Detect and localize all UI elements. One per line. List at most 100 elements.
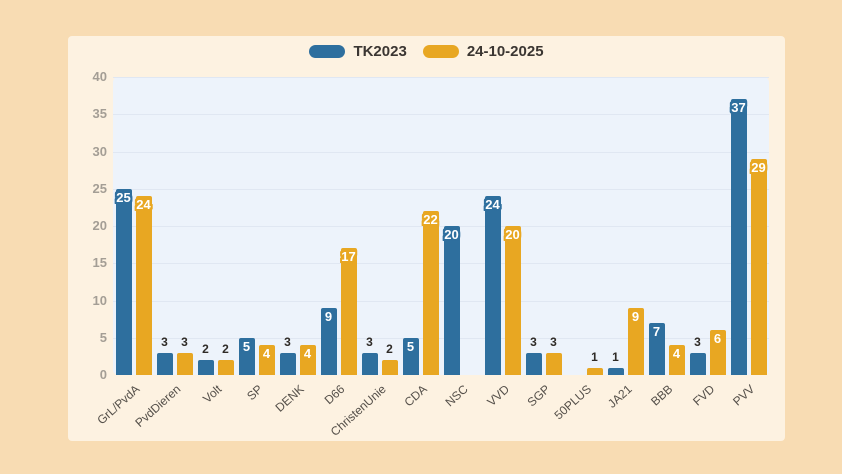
bar-value-label: 5	[406, 339, 415, 354]
legend-swatch-icon	[422, 44, 459, 58]
x-category-label: D66	[322, 382, 348, 408]
x-category-label: FVD	[689, 382, 717, 409]
bar-value-label: 4	[303, 346, 312, 361]
bar-24-10-2025-grl/pvda	[135, 196, 152, 375]
x-category-label: DENK	[272, 382, 307, 415]
bar-tk2023-grl/pvda	[115, 189, 132, 375]
bar-tk2023-pvddieren	[156, 353, 173, 375]
bar-tk2023-fvd	[689, 353, 706, 375]
bar-tk2023-ja21	[607, 368, 624, 375]
bar-tk2023-sp	[238, 338, 255, 375]
gridline	[113, 226, 769, 227]
bar-24-10-2025-pvv	[750, 159, 767, 375]
legend-label: TK2023	[353, 42, 407, 60]
x-category-label: SP	[244, 382, 266, 404]
y-tick-label: 35	[92, 106, 107, 122]
bar-24-10-2025-cda	[422, 211, 439, 375]
bar-24-10-2025-50plus	[586, 368, 603, 375]
bar-value-label: 9	[324, 309, 333, 324]
bar-value-label: 9	[631, 309, 640, 324]
gridline	[113, 263, 769, 265]
bar-24-10-2025-bbb	[668, 345, 685, 375]
bar-value-label: 1	[591, 350, 598, 364]
y-tick-label: 0	[99, 367, 107, 382]
bar-24-10-2025-christenunie	[381, 360, 398, 375]
gridline	[113, 188, 769, 190]
bar-value-label: 2	[222, 342, 229, 356]
x-category-label: VVD	[484, 382, 512, 409]
bar-value-label: 3	[694, 335, 701, 349]
bar-tk2023-nsc	[443, 226, 460, 375]
bar-value-label: 17	[341, 249, 356, 264]
bar-value-label: 20	[444, 227, 459, 242]
gridline	[113, 77, 769, 78]
bar-24-10-2025-fvd	[709, 330, 726, 375]
chart-card: TK2023 24-10-2025 25 24 GrL/PvdA 3 3 PvdDieren…	[68, 36, 785, 441]
bar-tk2023-christenunie	[361, 353, 378, 375]
x-category-label: Volt	[200, 382, 225, 406]
legend-swatch-icon	[309, 44, 346, 58]
chart-legend: TK2023 24-10-2025	[68, 39, 785, 63]
bar-value-label: 3	[161, 335, 168, 349]
y-tick-label: 40	[92, 69, 107, 84]
bar-tk2023-sgp	[525, 353, 542, 375]
x-category-label: SGP	[524, 382, 553, 410]
bar-tk2023-vvd	[484, 196, 501, 375]
bar-tk2023-d66	[320, 308, 337, 375]
bar-24-10-2025-denk	[299, 345, 316, 375]
y-tick-label: 5	[99, 329, 107, 345]
bar-value-label: 4	[672, 346, 681, 361]
plot-area: 25 24 GrL/PvdA 3 3 PvdDieren 2 2 Volt 5 4 SP 3 4 DENK 9…	[95, 77, 769, 439]
legend-item-24-10-2025[interactable]: 24-10-2025	[422, 42, 544, 60]
bar-24-10-2025-pvddieren	[176, 353, 193, 375]
bar-24-10-2025-sgp	[545, 353, 562, 375]
bar-24-10-2025-d66	[340, 248, 357, 375]
bar-tk2023-denk	[279, 353, 296, 375]
y-tick-label: 10	[92, 292, 107, 308]
bar-tk2023-cda	[402, 338, 419, 375]
bar-24-10-2025-vvd	[504, 226, 521, 375]
bar-value-label: 6	[713, 331, 722, 346]
bar-value-label: 3	[530, 335, 537, 349]
bar-value-label: 5	[242, 339, 251, 354]
legend-label: 24-10-2025	[466, 42, 544, 60]
x-category-label: 50PLUS	[551, 382, 594, 423]
y-tick-label: 15	[92, 255, 107, 271]
bar-value-label: 1	[612, 350, 619, 364]
bar-value-label: 3	[366, 335, 373, 349]
x-category-label: CDA	[401, 382, 430, 410]
bar-24-10-2025-sp	[258, 345, 275, 375]
bar-value-label: 29	[751, 160, 766, 175]
y-tick-label: 20	[92, 218, 107, 233]
x-category-label: PVV	[730, 382, 758, 409]
bar-value-label: 25	[116, 190, 131, 205]
bar-value-label: 2	[202, 342, 209, 356]
bar-value-label: 20	[505, 227, 520, 242]
x-category-label: JA21	[605, 382, 635, 411]
bar-value-label: 24	[485, 197, 500, 212]
bar-tk2023-pvv	[730, 99, 747, 375]
bar-value-label: 24	[136, 197, 151, 212]
y-tick-label: 30	[92, 143, 107, 159]
bar-value-label: 22	[423, 212, 438, 227]
bar-24-10-2025-volt	[217, 360, 234, 375]
x-category-label: PvdDieren	[132, 382, 184, 430]
gridline	[113, 300, 769, 302]
bar-value-label: 2	[386, 342, 393, 356]
x-category-label: NSC	[442, 382, 471, 410]
bar-value-label: 7	[652, 324, 661, 339]
gridline	[113, 337, 769, 339]
bar-tk2023-volt	[197, 360, 214, 375]
bar-value-label: 3	[284, 335, 291, 349]
bar-value-label: 3	[181, 335, 188, 349]
gridline	[113, 151, 769, 153]
bar-value-label: 37	[731, 100, 746, 115]
bar-tk2023-bbb	[648, 323, 665, 375]
bar-value-label: 4	[262, 346, 271, 361]
legend-item-tk2023[interactable]: TK2023	[309, 42, 407, 60]
gridline	[113, 114, 769, 116]
y-tick-label: 25	[92, 180, 107, 196]
bar-value-label: 3	[550, 335, 557, 349]
bar-24-10-2025-ja21	[627, 308, 644, 375]
